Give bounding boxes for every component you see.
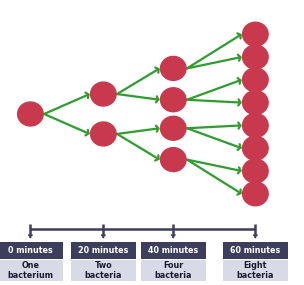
Circle shape — [91, 82, 116, 106]
Circle shape — [18, 102, 43, 126]
Bar — [71, 260, 136, 281]
Bar — [0, 242, 63, 259]
Circle shape — [161, 88, 186, 112]
Circle shape — [91, 122, 116, 146]
Circle shape — [161, 116, 186, 140]
Circle shape — [243, 159, 268, 183]
Circle shape — [243, 22, 268, 46]
Circle shape — [243, 113, 268, 137]
Circle shape — [161, 148, 186, 172]
Text: 40 minutes: 40 minutes — [148, 246, 199, 255]
Text: 0 minutes: 0 minutes — [8, 246, 53, 255]
Text: One
bacterium: One bacterium — [7, 260, 54, 280]
Bar — [140, 260, 206, 281]
Circle shape — [243, 182, 268, 206]
Text: Four
bacteria: Four bacteria — [154, 260, 192, 280]
Bar — [140, 242, 206, 259]
Bar — [223, 260, 288, 281]
Circle shape — [243, 91, 268, 115]
Bar — [223, 242, 288, 259]
Bar — [0, 260, 63, 281]
Bar — [71, 242, 136, 259]
Text: Eight
bacteria: Eight bacteria — [237, 260, 274, 280]
Text: Two
bacteria: Two bacteria — [85, 260, 122, 280]
Circle shape — [243, 45, 268, 69]
Circle shape — [243, 68, 268, 92]
Text: 60 minutes: 60 minutes — [230, 246, 281, 255]
Text: 20 minutes: 20 minutes — [78, 246, 129, 255]
Circle shape — [243, 136, 268, 160]
Circle shape — [161, 56, 186, 80]
